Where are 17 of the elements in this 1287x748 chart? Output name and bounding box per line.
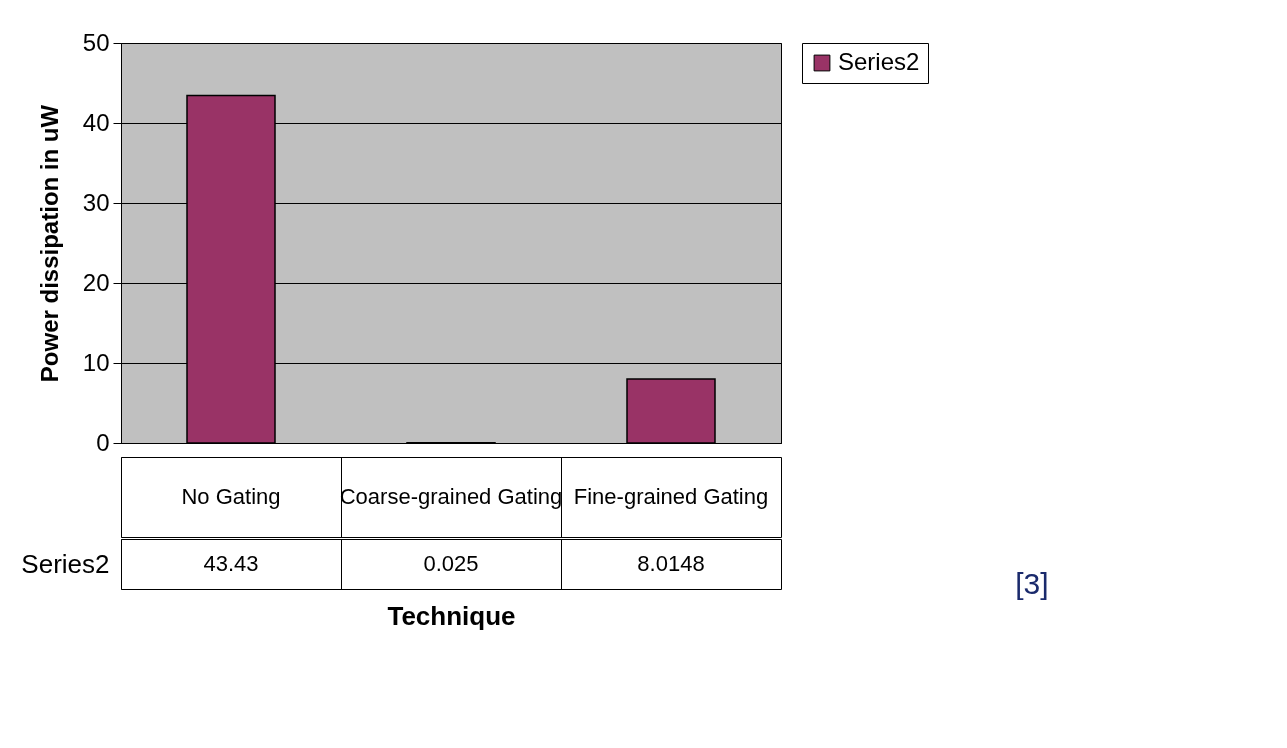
- x-tick-label: Fine-grained Gating: [573, 484, 769, 509]
- x-axis-title: Technique: [387, 600, 516, 631]
- legend-label: Series2: [838, 48, 920, 75]
- y-tick-label: 30: [82, 188, 110, 216]
- y-tick-label: 50: [82, 28, 110, 56]
- data-label: 43.43: [203, 551, 259, 576]
- y-tick-label: 10: [82, 348, 110, 376]
- x-tick-label: Coarse-grained Gating: [339, 484, 563, 509]
- data-label: 0.025: [423, 551, 479, 576]
- y-axis-title: Power dissipation in uW: [35, 104, 63, 383]
- text: Series2: [21, 548, 110, 579]
- x-tick-label: No Gating: [181, 484, 281, 509]
- y-tick-label: 0: [96, 428, 110, 456]
- y-tick-label: 20: [82, 268, 110, 296]
- text: [3]: [1015, 566, 1049, 600]
- y-tick-label: 40: [82, 108, 110, 136]
- data-label: 8.0148: [637, 551, 705, 576]
